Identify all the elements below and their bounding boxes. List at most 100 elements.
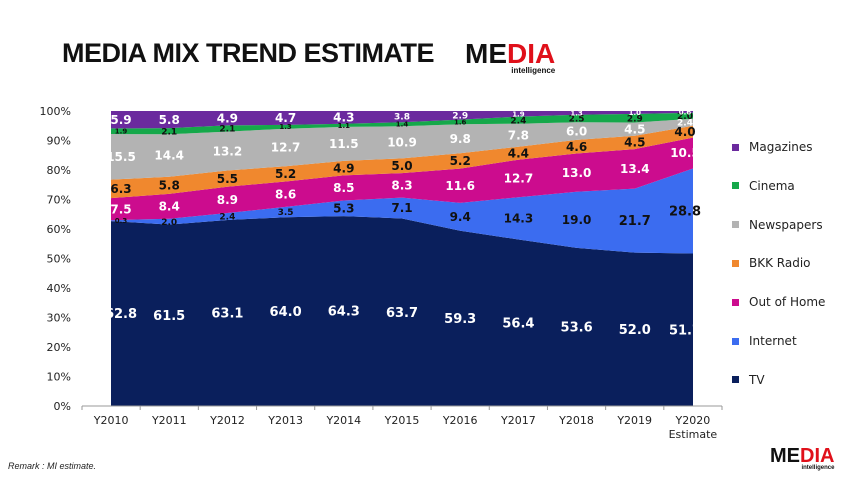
axes-group: Y2010 Y2011 Y2012 Y2013 Y2014 Y2015 Y2016 Y2017… <box>40 105 723 441</box>
data-label-cinema: 2.1 <box>219 125 235 135</box>
data-label-out-of-home: 12.7 <box>504 172 534 186</box>
y-tick-label: 20% <box>47 341 71 354</box>
data-label-tv: 52.0 <box>619 323 651 338</box>
data-label-out-of-home: 8.4 <box>159 200 180 214</box>
area-tv <box>111 216 693 406</box>
data-label-cinema: 2.0 <box>677 112 693 122</box>
data-label-out-of-home: 11.6 <box>445 179 475 193</box>
data-label-internet: 2.4 <box>219 213 235 223</box>
data-label-out-of-home: 13.4 <box>620 162 650 176</box>
data-label-tv: 64.3 <box>328 305 360 320</box>
footer-logo: MEDIA intelligence <box>770 446 834 471</box>
data-label-internet: 28.8 <box>669 205 701 220</box>
data-label-magazines: 3.8 <box>394 113 410 123</box>
data-label-newspapers: 6.0 <box>566 124 587 138</box>
data-label-out-of-home: 7.5 <box>110 202 131 216</box>
data-label-magazines: 4.3 <box>333 111 354 125</box>
y-tick-label: 0% <box>54 400 71 413</box>
data-label-newspapers: 14.4 <box>154 149 184 163</box>
x-tick-label: Y2015 <box>384 414 420 427</box>
data-label-tv: 51.7 <box>669 323 701 338</box>
data-label-bkk-radio: 4.5 <box>624 136 645 150</box>
legend-swatch <box>732 182 739 190</box>
data-label-internet: 7.1 <box>391 201 412 215</box>
legend-label: Magazines <box>749 140 813 154</box>
chart-title: MEDIA MIX TREND ESTIMATE <box>62 38 435 68</box>
data-label-bkk-radio: 5.5 <box>217 172 238 186</box>
data-label-internet: 5.3 <box>333 202 354 216</box>
x-tick-label: Y2017 <box>500 414 536 427</box>
remark-note: Remark : MI estimate. <box>8 461 97 471</box>
data-label-newspapers: 10.9 <box>387 136 417 150</box>
y-tick-label: 80% <box>47 164 71 177</box>
data-label-cinema: 2.9 <box>627 114 643 124</box>
data-label-tv: 62.8 <box>105 307 137 322</box>
legend-swatch <box>732 376 739 384</box>
logo-subtitle: intelligence <box>511 66 556 75</box>
data-label-internet: 19.0 <box>562 213 592 227</box>
x-tick-label: Y2011 <box>151 414 187 427</box>
x-tick-label: Y2012 <box>209 414 245 427</box>
area-magazines <box>111 111 693 129</box>
logo-text-red: DIA <box>507 38 556 69</box>
area-internet <box>111 168 693 254</box>
legend-swatch <box>732 221 739 229</box>
x-tick-label: Y2010 <box>93 414 129 427</box>
data-label-bkk-radio: 5.8 <box>159 179 180 193</box>
data-label-out-of-home: 8.5 <box>333 181 354 195</box>
area-out-of-home <box>111 137 693 221</box>
data-label-newspapers: 2.4 <box>677 118 693 128</box>
data-label-out-of-home: 8.9 <box>217 193 238 207</box>
legend-label: Newspapers <box>749 217 823 232</box>
legend-swatch <box>732 337 739 345</box>
data-label-internet: 2.0 <box>161 218 177 228</box>
data-label-bkk-radio: 4.4 <box>508 146 529 160</box>
x-tick-label: Y2016 <box>442 414 478 427</box>
data-label-tv: 63.7 <box>386 306 418 321</box>
y-tick-label: 40% <box>47 282 71 295</box>
legend-swatch <box>732 298 739 306</box>
area-bkk-radio <box>111 125 693 199</box>
data-label-magazines: 5.9 <box>110 113 131 127</box>
data-label-magazines: 5.8 <box>159 113 180 127</box>
data-label-bkk-radio: 6.3 <box>110 182 131 196</box>
data-label-magazines: 2.9 <box>452 111 468 121</box>
data-label-bkk-radio: 5.2 <box>450 154 471 168</box>
legend-swatch <box>732 259 739 267</box>
x-tick-label: Y2013 <box>267 414 303 427</box>
x-tick-label: Estimate <box>669 428 718 441</box>
y-tick-label: 70% <box>47 194 71 207</box>
data-label-newspapers: 4.5 <box>624 122 645 136</box>
data-label-out-of-home: 8.6 <box>275 187 296 201</box>
legend-item-cinema: Cinema <box>732 179 795 193</box>
data-label-internet: 3.5 <box>278 208 294 218</box>
footer-logo-subtitle: intelligence <box>801 465 835 471</box>
data-label-out-of-home: 10.5 <box>670 146 700 160</box>
data-label-bkk-radio: 5.2 <box>275 167 296 181</box>
area-newspapers <box>111 118 693 180</box>
data-label-tv: 61.5 <box>153 309 185 324</box>
logo-text-black: ME <box>465 38 507 69</box>
data-label-tv: 59.3 <box>444 312 476 327</box>
data-label-cinema: 2.5 <box>569 115 585 125</box>
area-cinema <box>111 112 693 135</box>
legend-swatch <box>732 143 739 151</box>
x-tick-label: Y2019 <box>616 414 652 427</box>
legend-label: Internet <box>749 334 797 348</box>
data-label-magazines: 0.6 <box>679 108 692 116</box>
data-label-bkk-radio: 5.0 <box>391 159 412 173</box>
data-label-tv: 63.1 <box>211 307 243 322</box>
legend-item-magazines: Magazines <box>732 140 813 154</box>
y-tick-label: 60% <box>47 223 71 236</box>
area-series-group <box>111 111 693 406</box>
x-tick-label: Y2018 <box>558 414 594 427</box>
data-label-newspapers: 11.5 <box>329 137 359 151</box>
data-label-bkk-radio: 4.0 <box>674 125 695 139</box>
legend-item-internet: Internet <box>732 334 797 348</box>
x-tick-label: Y2020 <box>675 414 711 427</box>
data-label-newspapers: 15.5 <box>106 150 136 164</box>
data-label-bkk-radio: 4.9 <box>333 161 354 175</box>
legend-item-newspapers: Newspapers <box>732 218 823 232</box>
legend-item-out-of-home: Out of Home <box>732 295 825 309</box>
